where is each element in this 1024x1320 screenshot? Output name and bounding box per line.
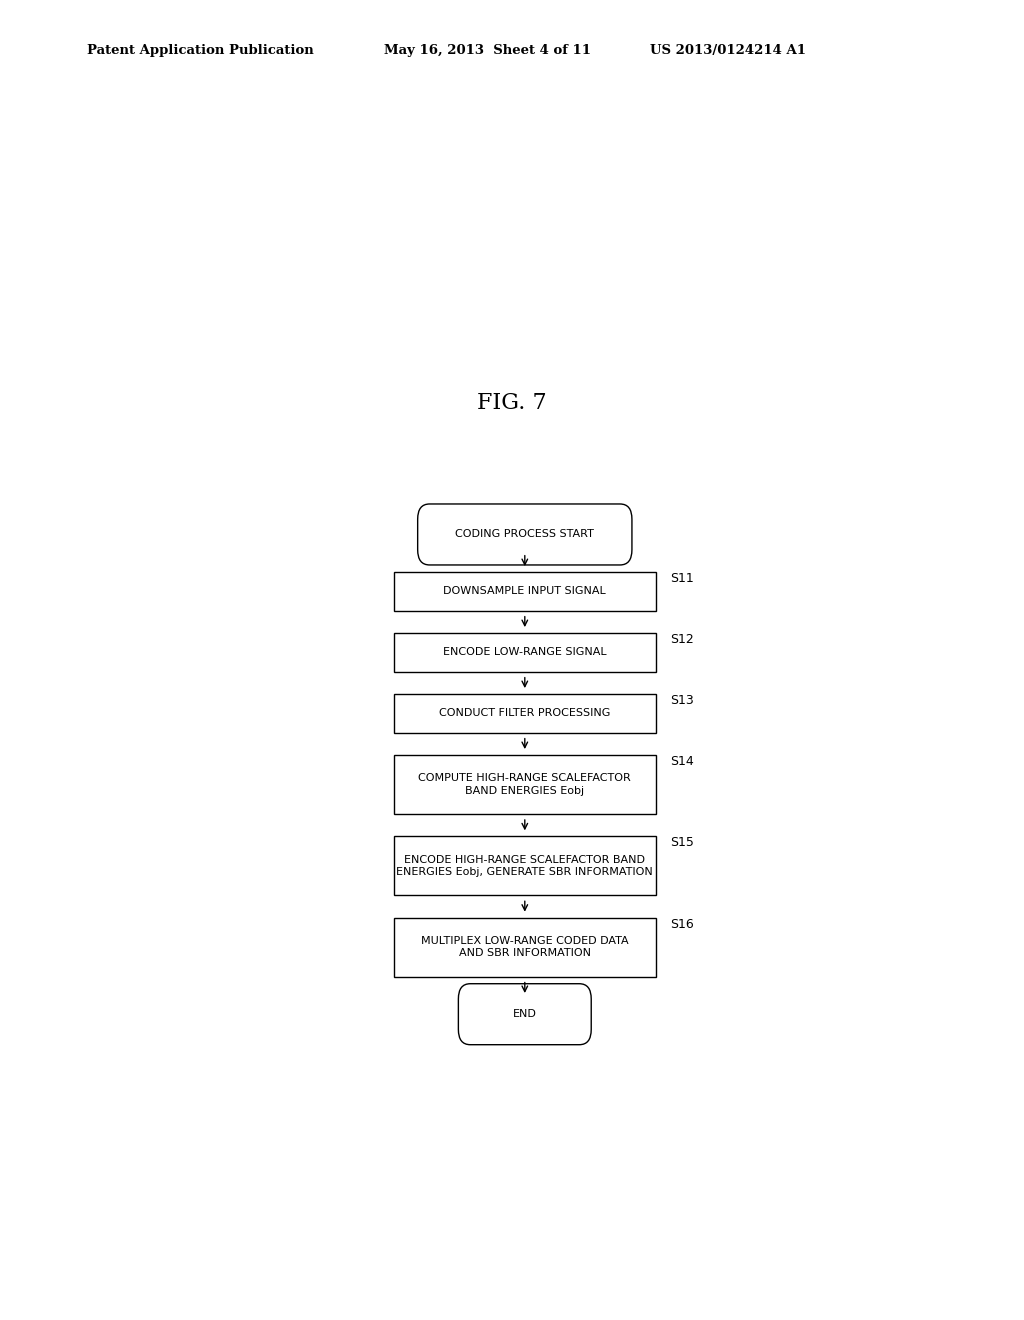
Text: FIG. 7: FIG. 7 (477, 392, 547, 413)
Text: May 16, 2013  Sheet 4 of 11: May 16, 2013 Sheet 4 of 11 (384, 44, 591, 57)
Bar (394, 694, 655, 733)
FancyBboxPatch shape (459, 983, 591, 1044)
Text: DOWNSAMPLE INPUT SIGNAL: DOWNSAMPLE INPUT SIGNAL (443, 586, 606, 597)
Text: END: END (513, 1010, 537, 1019)
Text: Patent Application Publication: Patent Application Publication (87, 44, 313, 57)
Text: MULTIPLEX LOW-RANGE CODED DATA
AND SBR INFORMATION: MULTIPLEX LOW-RANGE CODED DATA AND SBR I… (421, 936, 629, 958)
Text: CONDUCT FILTER PROCESSING: CONDUCT FILTER PROCESSING (439, 709, 610, 718)
Bar (394, 917, 655, 977)
Bar (394, 837, 655, 895)
Text: S12: S12 (670, 634, 694, 645)
Bar (394, 634, 655, 672)
Text: S11: S11 (670, 572, 694, 585)
Bar (394, 572, 655, 611)
Text: S15: S15 (670, 837, 694, 849)
Bar (394, 755, 655, 814)
Text: S16: S16 (670, 917, 694, 931)
Text: US 2013/0124214 A1: US 2013/0124214 A1 (650, 44, 806, 57)
Text: ENCODE LOW-RANGE SIGNAL: ENCODE LOW-RANGE SIGNAL (443, 647, 606, 657)
Text: ENCODE HIGH-RANGE SCALEFACTOR BAND
ENERGIES Eobj, GENERATE SBR INFORMATION: ENCODE HIGH-RANGE SCALEFACTOR BAND ENERG… (396, 854, 653, 876)
Text: CODING PROCESS START: CODING PROCESS START (456, 529, 594, 540)
FancyBboxPatch shape (418, 504, 632, 565)
Text: S14: S14 (670, 755, 694, 768)
Text: S13: S13 (670, 694, 694, 708)
Text: COMPUTE HIGH-RANGE SCALEFACTOR
BAND ENERGIES Eobj: COMPUTE HIGH-RANGE SCALEFACTOR BAND ENER… (419, 774, 631, 796)
